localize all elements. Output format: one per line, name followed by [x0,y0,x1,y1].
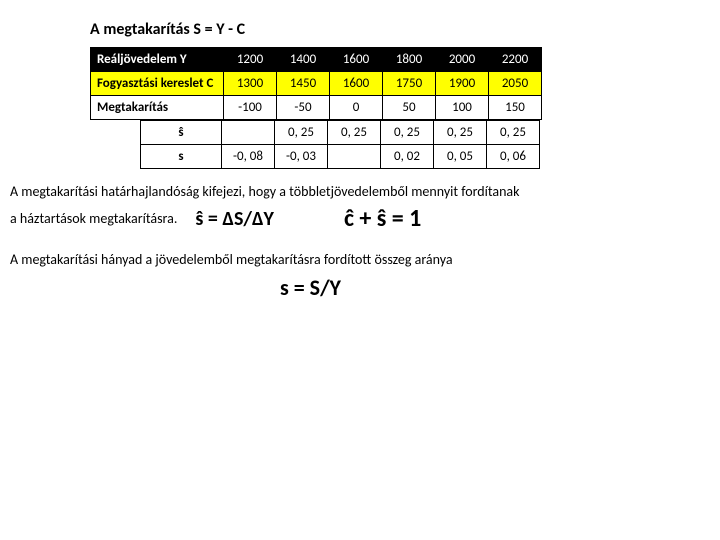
cell: 0 [330,96,383,120]
formula-average: s = S/Y [280,274,720,301]
cell: 0, 02 [381,145,434,169]
paragraph-1: A megtakarítási határhajlandóság kifejez… [10,183,720,200]
cell: 0, 25 [381,121,434,145]
cell: 1300 [224,72,277,96]
cell: 100 [436,96,489,120]
cell: 1400 [277,48,330,72]
cell: 1900 [436,72,489,96]
row-label: Megtakarítás [91,96,224,120]
cell: 0, 25 [275,121,328,145]
cell: 0, 25 [328,121,381,145]
cell: 1450 [277,72,330,96]
formula-marginal: ŝ = ΔS/ΔY [195,207,274,231]
line-with-formulas: a háztartások megtakarításra. ŝ = ΔS/ΔY … [10,204,720,233]
page-title: A megtakarítás S = Y - C [90,20,720,39]
row-savings: Megtakarítás -100 -50 0 50 100 150 [91,96,542,120]
cell: 2050 [489,72,542,96]
row-label: Fogyasztási kereslet C [91,72,224,96]
cell: -100 [224,96,277,120]
cell: 1600 [330,48,383,72]
slide: A megtakarítás S = Y - C Reáljövedelem Y… [0,0,720,301]
ratios-table: ŝ 0, 25 0, 25 0, 25 0, 25 0, 25 s -0, 08… [140,120,540,169]
cell: 0, 06 [487,145,540,169]
cell: 2200 [489,48,542,72]
savings-table: Reáljövedelem Y 1200 1400 1600 1800 2000… [90,47,542,120]
cell: -50 [277,96,330,120]
paragraph-3: A megtakarítási hányad a jövedelemből me… [10,251,720,268]
row-average: s -0, 08 -0, 03 0, 02 0, 05 0, 06 [141,145,540,169]
paragraph-2-pre: a háztartások megtakarításra. [10,210,177,227]
cell: 50 [383,96,436,120]
row-label: s [141,145,222,169]
row-label: ŝ [141,121,222,145]
cell [222,121,275,145]
cell: -0, 08 [222,145,275,169]
cell: 2000 [436,48,489,72]
cell: 0, 05 [434,145,487,169]
cell: -0, 03 [275,145,328,169]
cell: 150 [489,96,542,120]
row-consumption: Fogyasztási kereslet C 1300 1450 1600 17… [91,72,542,96]
row-marginal: ŝ 0, 25 0, 25 0, 25 0, 25 0, 25 [141,121,540,145]
cell [328,145,381,169]
row-label: Reáljövedelem Y [91,48,224,72]
cell: 1200 [224,48,277,72]
cell: 0, 25 [434,121,487,145]
cell: 0, 25 [487,121,540,145]
row-income: Reáljövedelem Y 1200 1400 1600 1800 2000… [91,48,542,72]
cell: 1600 [330,72,383,96]
cell: 1750 [383,72,436,96]
formula-sum: ĉ + ŝ = 1 [344,204,421,233]
cell: 1800 [383,48,436,72]
